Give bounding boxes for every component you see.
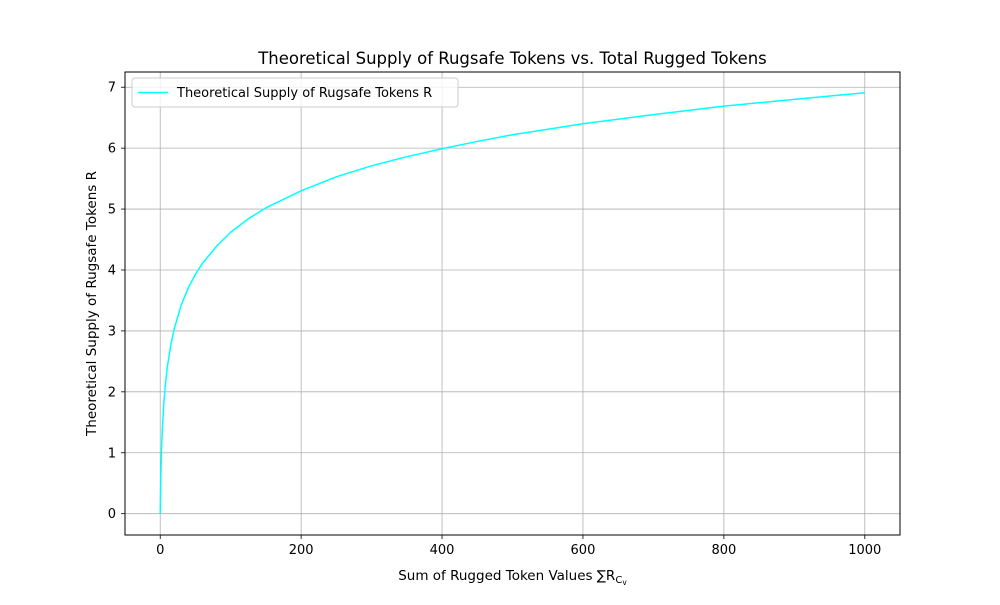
x-axis-title-subsubscript: v	[622, 578, 627, 587]
x-tick-label: 200	[289, 543, 314, 558]
y-tick-label: 1	[108, 446, 116, 461]
legend-box	[131, 77, 459, 108]
x-tick-label: 800	[711, 543, 736, 558]
y-tick-label: 4	[108, 263, 116, 278]
legend-label: Theoretical Supply of Rugsafe Tokens R	[176, 86, 432, 101]
x-tick-label: 1000	[848, 543, 881, 558]
x-axis-title-main: Sum of Rugged Token Values ∑R	[398, 568, 615, 584]
y-tick-label: 2	[108, 385, 116, 400]
y-tick-label: 3	[108, 324, 116, 339]
plot-frame	[124, 71, 901, 536]
y-tick-label: 0	[108, 507, 116, 522]
legend: Theoretical Supply of Rugsafe Tokens R	[131, 77, 459, 108]
chart-title: Theoretical Supply of Rugsafe Tokens vs.…	[257, 49, 767, 68]
grid	[125, 72, 900, 535]
y-tick-label: 7	[108, 81, 116, 96]
ticks: 0 200 400 600 800 1000 0 1 2 3 4 5 6 7	[108, 81, 882, 558]
x-axis-title-subscript: C	[615, 575, 622, 586]
y-axis-title: Theoretical Supply of Rugsafe Tokens R	[84, 171, 100, 437]
series-line	[159, 91, 865, 514]
y-tick-label: 5	[108, 203, 116, 218]
y-tick-label: 6	[108, 142, 116, 157]
series-layer	[159, 91, 865, 514]
x-tick-label: 0	[156, 543, 164, 558]
x-axis-title: Sum of Rugged Token Values ∑RCv	[398, 568, 627, 587]
x-tick-label: 600	[571, 543, 596, 558]
x-tick-label: 400	[430, 543, 455, 558]
